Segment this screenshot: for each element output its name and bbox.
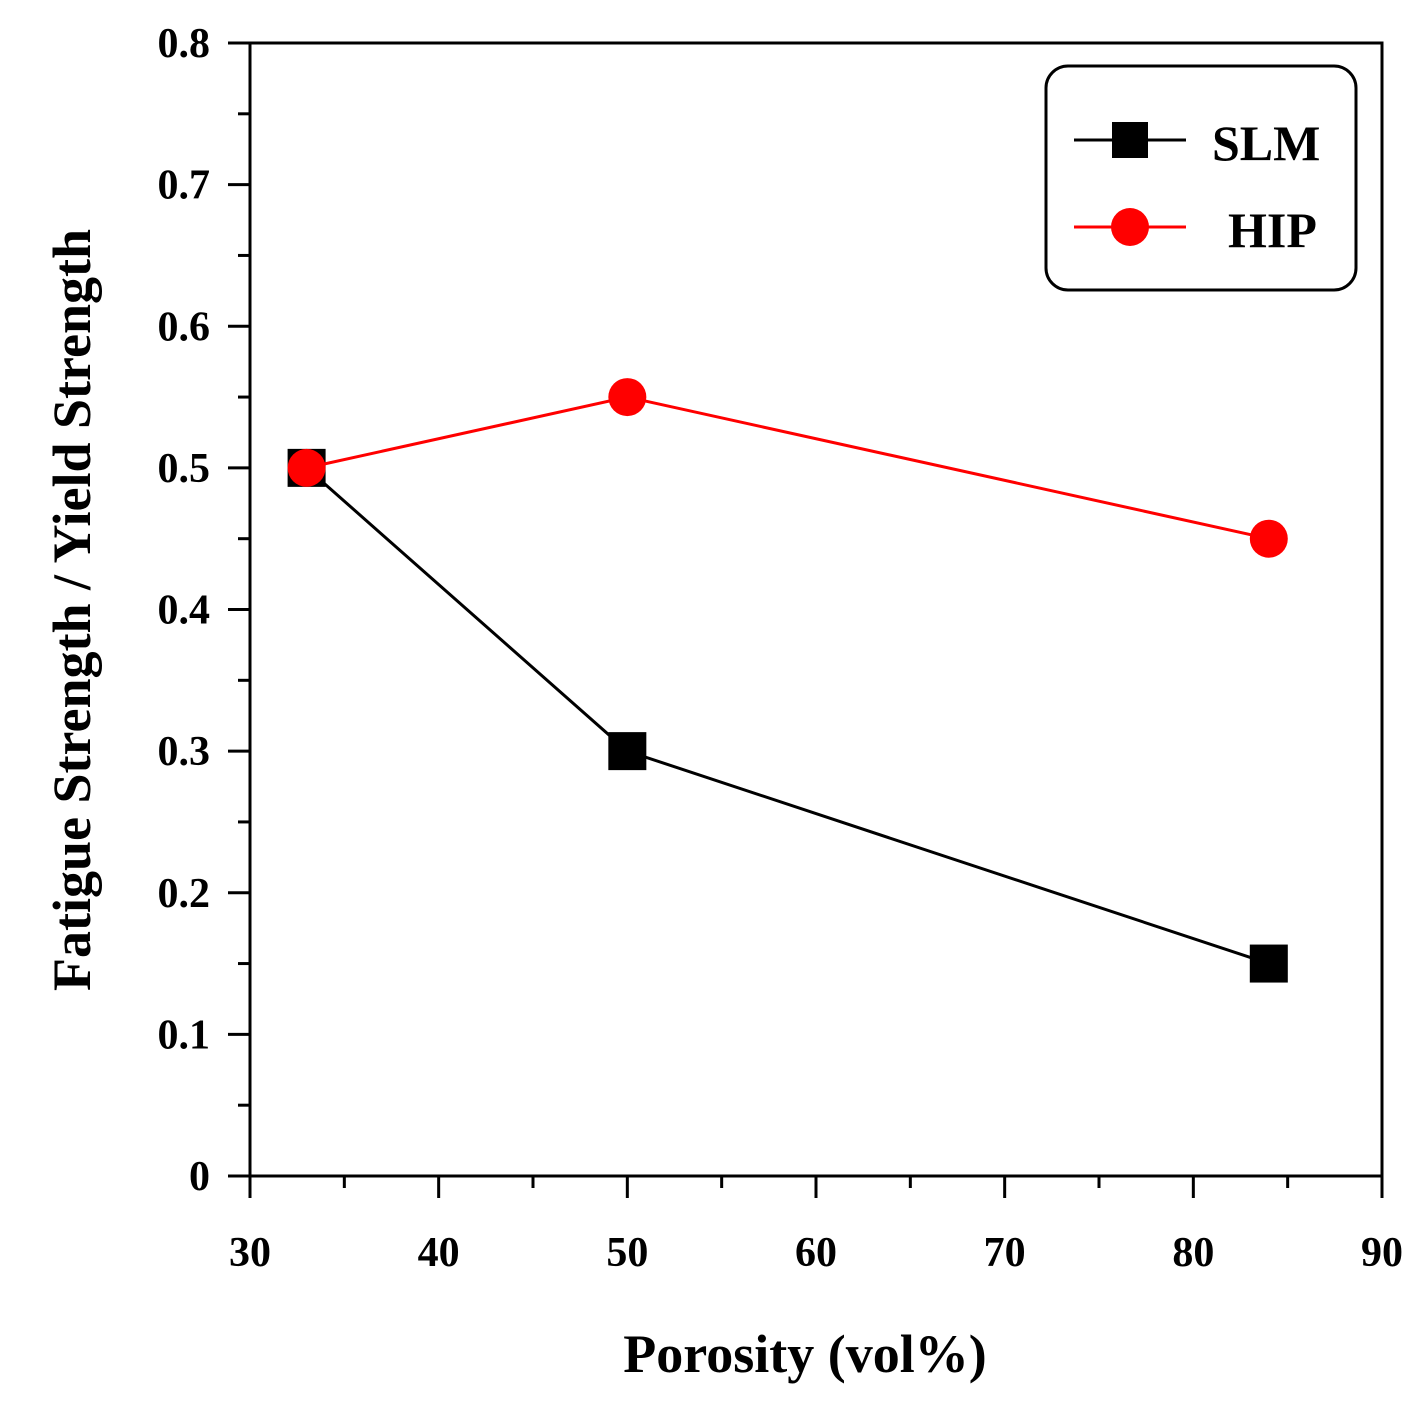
legend: SLM HIP xyxy=(1044,64,1358,292)
y-tick-label: 0.4 xyxy=(158,588,211,634)
x-tick-label: 30 xyxy=(229,1230,271,1276)
legend-marker-hip xyxy=(1111,208,1149,246)
x-axis-title: Porosity (vol%) xyxy=(623,1324,986,1384)
series-layer xyxy=(287,378,1288,983)
y-axis-ticks: 0 0.1 0.2 0.3 0.4 0.5 0.6 0.7 0.8 xyxy=(158,21,250,1200)
data-point-hip xyxy=(287,448,326,487)
x-tick-label: 70 xyxy=(984,1230,1026,1276)
y-tick-label: 0.8 xyxy=(158,21,211,67)
y-tick-label: 0.3 xyxy=(158,729,211,775)
series-line-slm xyxy=(305,466,1270,965)
y-axis-title: Fatigue Strength / Yield Strength xyxy=(42,229,102,991)
x-tick-label: 50 xyxy=(606,1230,648,1276)
x-tick-label: 90 xyxy=(1361,1230,1403,1276)
y-tick-label: 0.5 xyxy=(158,446,211,492)
y-tick-label: 0.6 xyxy=(158,304,211,350)
series-line-hip xyxy=(306,395,1270,541)
x-tick-label: 40 xyxy=(418,1230,460,1276)
legend-label-slm: SLM xyxy=(1212,115,1320,171)
data-point-hip xyxy=(1249,519,1288,558)
x-tick-label: 80 xyxy=(1172,1230,1214,1276)
y-tick-label: 0 xyxy=(189,1154,210,1200)
plot-frame xyxy=(248,41,1384,1178)
x-tick-label: 60 xyxy=(795,1230,837,1276)
data-point-slm xyxy=(1249,944,1288,983)
y-tick-label: 0.1 xyxy=(158,1012,211,1058)
data-point-hip xyxy=(608,378,647,417)
data-point-slm xyxy=(608,732,647,771)
legend-label-hip: HIP xyxy=(1228,202,1317,258)
legend-marker-slm xyxy=(1112,122,1148,158)
x-axis-ticks: 30 40 50 60 70 80 90 xyxy=(229,1176,1403,1276)
y-tick-label: 0.7 xyxy=(158,163,211,209)
y-tick-label: 0.2 xyxy=(158,871,211,917)
